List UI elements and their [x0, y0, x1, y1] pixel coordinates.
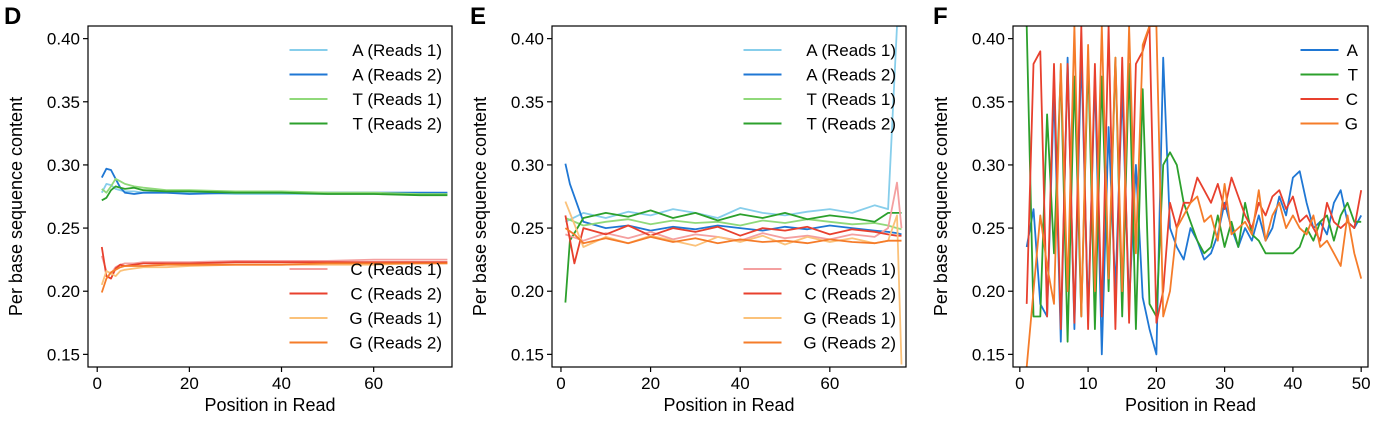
x-tick-label: 0: [1015, 374, 1024, 393]
series-line-t-r2: [101, 185, 448, 202]
y-tick-label: 0.40: [972, 30, 1005, 49]
legend-label: A (Reads 1): [806, 41, 896, 60]
series-line-g-r1: [100, 262, 448, 286]
panel-f: 0.15 0.20 0.25 0.30 0.35 0.40 0 10 20 30 40 50 Posit…: [931, 3, 1371, 415]
x-tick-label: 10: [1079, 374, 1098, 393]
x-tick-label: 40: [1283, 374, 1302, 393]
legend-label: T (Reads 1): [807, 90, 896, 109]
legend-label: G (Reads 1): [803, 309, 896, 328]
x-tick-label: 20: [1147, 374, 1166, 393]
panel-letter: F: [933, 3, 948, 30]
y-tick-label: 0.30: [972, 156, 1005, 175]
x-tick-label: 0: [556, 374, 565, 393]
x-tick-label: 60: [364, 374, 383, 393]
y-tick-label: 0.30: [511, 156, 544, 175]
series-line-c-r2: [100, 246, 448, 280]
panel-e: 0.15 0.20 0.25 0.30 0.35 0.40 0 20 40 60 Position …: [470, 3, 907, 415]
legend-legend_bottom: C (Reads 1) C (Reads 2) G (Reads 1) G (Read…: [289, 260, 442, 353]
legend-label: T (Reads 2): [353, 115, 442, 134]
legend-label: A (Reads 2): [806, 66, 896, 85]
legend-label: A (Reads 2): [352, 66, 442, 85]
series-line-t-r2: [564, 209, 902, 303]
legend-label: G (Reads 1): [349, 309, 442, 328]
legend-label: C (Reads 2): [350, 285, 442, 304]
y-tick-label: 0.40: [511, 30, 544, 49]
axes-frame: [551, 25, 907, 368]
y-tick-label: 0.35: [972, 93, 1005, 112]
y-tick-label: 0.35: [511, 93, 544, 112]
panel-letter: D: [4, 3, 21, 30]
y-tick-label: 0.40: [47, 30, 80, 49]
series-line-c: [1025, 26, 1363, 331]
y-tick-label: 0.20: [511, 282, 544, 301]
x-tick-label: 40: [731, 374, 750, 393]
legend-label: G (Reads 2): [349, 334, 442, 353]
series-line-c-r1: [565, 181, 903, 242]
y-tick-label: 0.25: [511, 219, 544, 238]
x-axis-label: Position in Read: [663, 395, 794, 415]
series-line-a-r2: [564, 163, 902, 236]
series-line-t-r1: [565, 217, 902, 231]
series-line-g-r2: [564, 227, 902, 245]
x-tick-label: 20: [180, 374, 199, 393]
legend-label: C (Reads 1): [350, 260, 442, 279]
y-tick-label: 0.25: [47, 219, 80, 238]
y-axis-label: Per base sequence content: [6, 97, 26, 316]
series-line-g: [1025, 26, 1363, 367]
y-tick-label: 0.15: [511, 345, 544, 364]
x-axis-label: Position in Read: [204, 395, 335, 415]
y-tick-label: 0.15: [972, 345, 1005, 364]
legend-label: C (Reads 1): [804, 260, 896, 279]
series-line-c-r2: [564, 215, 902, 265]
series-lines: [564, 26, 903, 365]
series-lines: [100, 167, 448, 293]
x-tick-label: 30: [1215, 374, 1234, 393]
legend-label: A: [1347, 41, 1359, 60]
y-axis-label: Per base sequence content: [931, 97, 951, 316]
y-tick-label: 0.35: [47, 93, 80, 112]
legend-label: G: [1345, 115, 1358, 134]
series-lines: [1025, 26, 1363, 367]
legend-label: T (Reads 2): [807, 115, 896, 134]
legend-label: T: [1348, 66, 1358, 85]
x-tick-label: 0: [92, 374, 101, 393]
x-tick-label: 60: [820, 374, 839, 393]
legend-label: C: [1346, 90, 1358, 109]
panel-letter: E: [470, 3, 486, 30]
axes-frame: [87, 25, 453, 368]
series-line-t-r1: [101, 177, 448, 195]
series-line-g-r2: [100, 262, 448, 293]
y-axis-label: Per base sequence content: [470, 97, 490, 316]
legend-legend_top: A (Reads 1) A (Reads 2) T (Reads 1) T (Read…: [289, 41, 442, 134]
y-tick-label: 0.20: [972, 282, 1005, 301]
legend-legend_bottom: C (Reads 1) C (Reads 2) G (Reads 1) G (Read…: [743, 260, 896, 353]
y-tick-label: 0.15: [47, 345, 80, 364]
series-line-a-r1: [565, 26, 902, 223]
legend-label: G (Reads 2): [803, 334, 896, 353]
legend-legend_top: A (Reads 1) A (Reads 2) T (Reads 1) T (Read…: [743, 41, 896, 134]
x-tick-label: 20: [641, 374, 660, 393]
x-axis-label: Position in Read: [1125, 395, 1256, 415]
y-tick-label: 0.30: [47, 156, 80, 175]
panel-d: 0.15 0.20 0.25 0.30 0.35 0.40 0 20 40 60 Position …: [4, 3, 453, 415]
axes-frame: [1012, 25, 1369, 368]
legend-label: T (Reads 1): [353, 90, 442, 109]
legend-label: A (Reads 1): [352, 41, 442, 60]
y-tick-label: 0.25: [972, 219, 1005, 238]
x-tick-label: 40: [272, 374, 291, 393]
x-tick-label: 50: [1352, 374, 1371, 393]
legend-label: C (Reads 2): [804, 285, 896, 304]
y-tick-label: 0.20: [47, 282, 80, 301]
